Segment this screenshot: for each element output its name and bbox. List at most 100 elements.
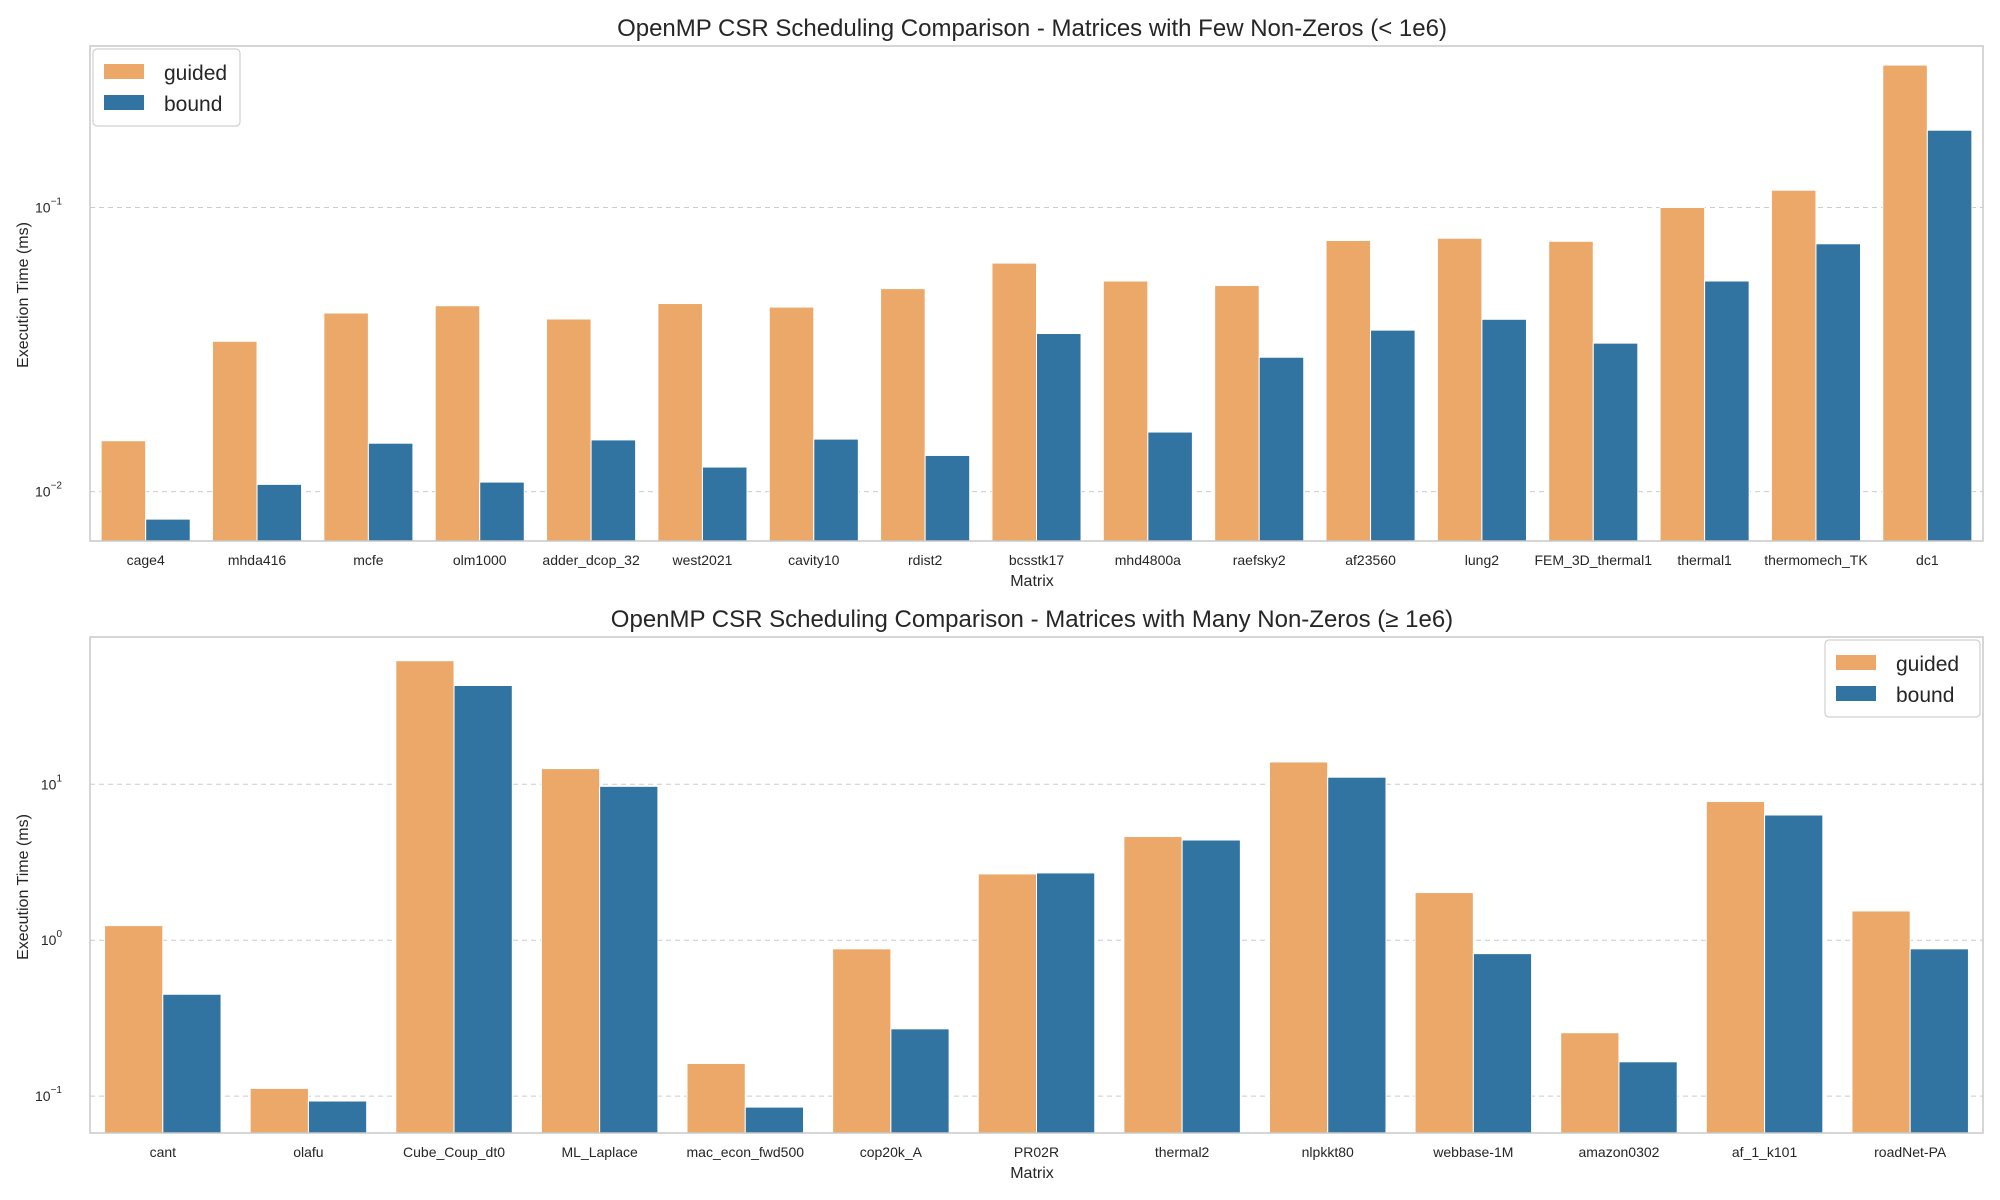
bar-guided-lung2: [1436, 237, 1483, 542]
legend: guided bound: [92, 48, 241, 127]
legend: guided bound: [1824, 639, 1981, 718]
bar-bound-cavity10: [813, 438, 859, 542]
bar-guided-olm1000: [434, 305, 481, 542]
bar-guided-af_1_k101: [1705, 801, 1766, 1134]
y-tick-mantissa: 10: [35, 484, 51, 500]
bar-bound-FEM_3D_thermal1: [1592, 342, 1639, 542]
bar-guided-FEM_3D_thermal1: [1548, 240, 1594, 542]
bar-bound-nlpkkt80: [1327, 776, 1387, 1134]
bar-bound-mac_econ_fwd500: [744, 1106, 805, 1134]
bar-bound-ML_Laplace: [599, 785, 659, 1134]
x-tick-label: mhda416: [228, 552, 287, 568]
bar-bound-mcfe: [367, 442, 414, 542]
y-tick-exponent: −1: [51, 196, 63, 207]
bar-guided-cage4: [100, 440, 147, 542]
bars: [100, 64, 1973, 542]
bar-guided-adder_dcop_32: [546, 318, 592, 542]
legend-label-guided: guided: [164, 62, 227, 85]
x-tick-label: adder_dcop_32: [542, 552, 640, 568]
bar-guided-mcfe: [323, 312, 369, 542]
legend-label-bound: bound: [164, 93, 222, 116]
x-tick-label: cop20k_A: [860, 1144, 923, 1160]
bar-guided-Cube_Coup_dt0: [395, 660, 455, 1134]
bar-guided-cant: [104, 925, 164, 1134]
y-tick-label: 10−1: [35, 196, 62, 215]
x-tick-label: bcsstk17: [1009, 552, 1064, 568]
x-tick-label: lung2: [1465, 552, 1499, 568]
bar-guided-amazon0302: [1560, 1032, 1620, 1134]
legend-label-guided: guided: [1896, 653, 1959, 676]
bar-bound-cage4: [145, 518, 191, 542]
chart-panel-many-nonzeros: OpenMP CSR Scheduling Comparison - Matri…: [15, 606, 1984, 1182]
bar-bound-dc1: [1926, 129, 1973, 542]
y-tick-label: 100: [41, 929, 63, 948]
y-tick-mantissa: 10: [41, 932, 57, 948]
bar-guided-west2021: [657, 303, 703, 542]
y-tick-label: 10−1: [35, 1085, 62, 1104]
x-tick-label: mac_econ_fwd500: [687, 1144, 805, 1160]
bar-bound-mhd4800a: [1147, 431, 1193, 542]
bar-bound-thermomech_TK: [1815, 243, 1862, 542]
x-tick-label: rdist2: [908, 552, 942, 568]
x-tick-label: olm1000: [453, 552, 507, 568]
bar-bound-thermal2: [1181, 839, 1241, 1134]
bar-guided-PR02R: [977, 873, 1037, 1134]
x-axis-label: Matrix: [1010, 1165, 1054, 1182]
x-tick-label: FEM_3D_thermal1: [1535, 552, 1653, 568]
y-tick-exponent: −1: [51, 1085, 63, 1096]
y-tick-exponent: −2: [51, 481, 63, 492]
plot-frame: [89, 45, 1984, 542]
legend-label-bound: bound: [1896, 684, 1954, 707]
bar-bound-roadNet-PA: [1909, 948, 1969, 1134]
x-tick-label: thermomech_TK: [1764, 552, 1868, 568]
bar-guided-thermomech_TK: [1770, 189, 1817, 542]
x-tick-label: nlpkkt80: [1302, 1144, 1354, 1160]
plot-frame: [89, 636, 1984, 1134]
y-tick-mantissa: 10: [41, 776, 57, 792]
y-tick-exponent: 1: [56, 773, 62, 784]
x-tick-label: webbase-1M: [1432, 1144, 1513, 1160]
x-tick-label: amazon0302: [1578, 1144, 1659, 1160]
bar-bound-thermal1: [1704, 280, 1750, 542]
y-tick-label: 10−2: [35, 481, 62, 500]
y-tick-label: 101: [41, 773, 63, 792]
bar-guided-olafu: [249, 1087, 309, 1134]
y-tick-labels: 10−210−1: [35, 196, 62, 499]
bar-bound-adder_dcop_32: [590, 439, 637, 542]
bar-guided-thermal2: [1123, 836, 1183, 1134]
x-tick-label: thermal2: [1155, 1144, 1210, 1160]
x-tick-label: cant: [150, 1144, 177, 1160]
bar-bound-west2021: [701, 466, 748, 542]
x-tick-label: PR02R: [1014, 1144, 1059, 1160]
x-tick-label: af_1_k101: [1732, 1144, 1798, 1160]
bar-bound-raefsky2: [1258, 356, 1305, 542]
bar-bound-bcsstk17: [1036, 333, 1082, 542]
x-tick-label: mcfe: [353, 552, 384, 568]
bar-bound-olafu: [307, 1100, 368, 1134]
legend-swatch-guided: [104, 64, 144, 79]
x-tick-label: roadNet-PA: [1874, 1144, 1947, 1160]
bar-bound-olm1000: [479, 481, 525, 542]
x-tick-label: west2021: [671, 552, 732, 568]
x-tick-labels: cage4 mhda416 mcfe olm1000 adder_dcop_32 west…: [127, 552, 1939, 568]
x-axis-label: Matrix: [1010, 573, 1054, 590]
chart-panel-few-nonzeros: OpenMP CSR Scheduling Comparison - Matri…: [15, 15, 1984, 590]
bar-guided-roadNet-PA: [1851, 910, 1911, 1134]
bar-bound-mhda416: [256, 483, 303, 542]
x-tick-labels: cant olafu Cube_Coup_dt0 ML_Laplace mac_econ…: [150, 1144, 1947, 1160]
bar-bound-cop20k_A: [890, 1028, 950, 1134]
bar-bound-Cube_Coup_dt0: [453, 684, 513, 1134]
x-tick-label: raefsky2: [1233, 552, 1286, 568]
bar-guided-cavity10: [768, 306, 815, 542]
chart-title: OpenMP CSR Scheduling Comparison - Matri…: [611, 606, 1453, 633]
bar-guided-mhda416: [211, 340, 258, 542]
legend-swatch-guided: [1836, 655, 1876, 670]
bar-bound-cant: [162, 993, 222, 1134]
y-tick-mantissa: 10: [35, 199, 51, 215]
bar-bound-webbase-1M: [1472, 953, 1533, 1134]
y-tick-exponent: 0: [56, 929, 62, 940]
bar-guided-webbase-1M: [1414, 892, 1474, 1134]
x-tick-label: dc1: [1916, 552, 1939, 568]
